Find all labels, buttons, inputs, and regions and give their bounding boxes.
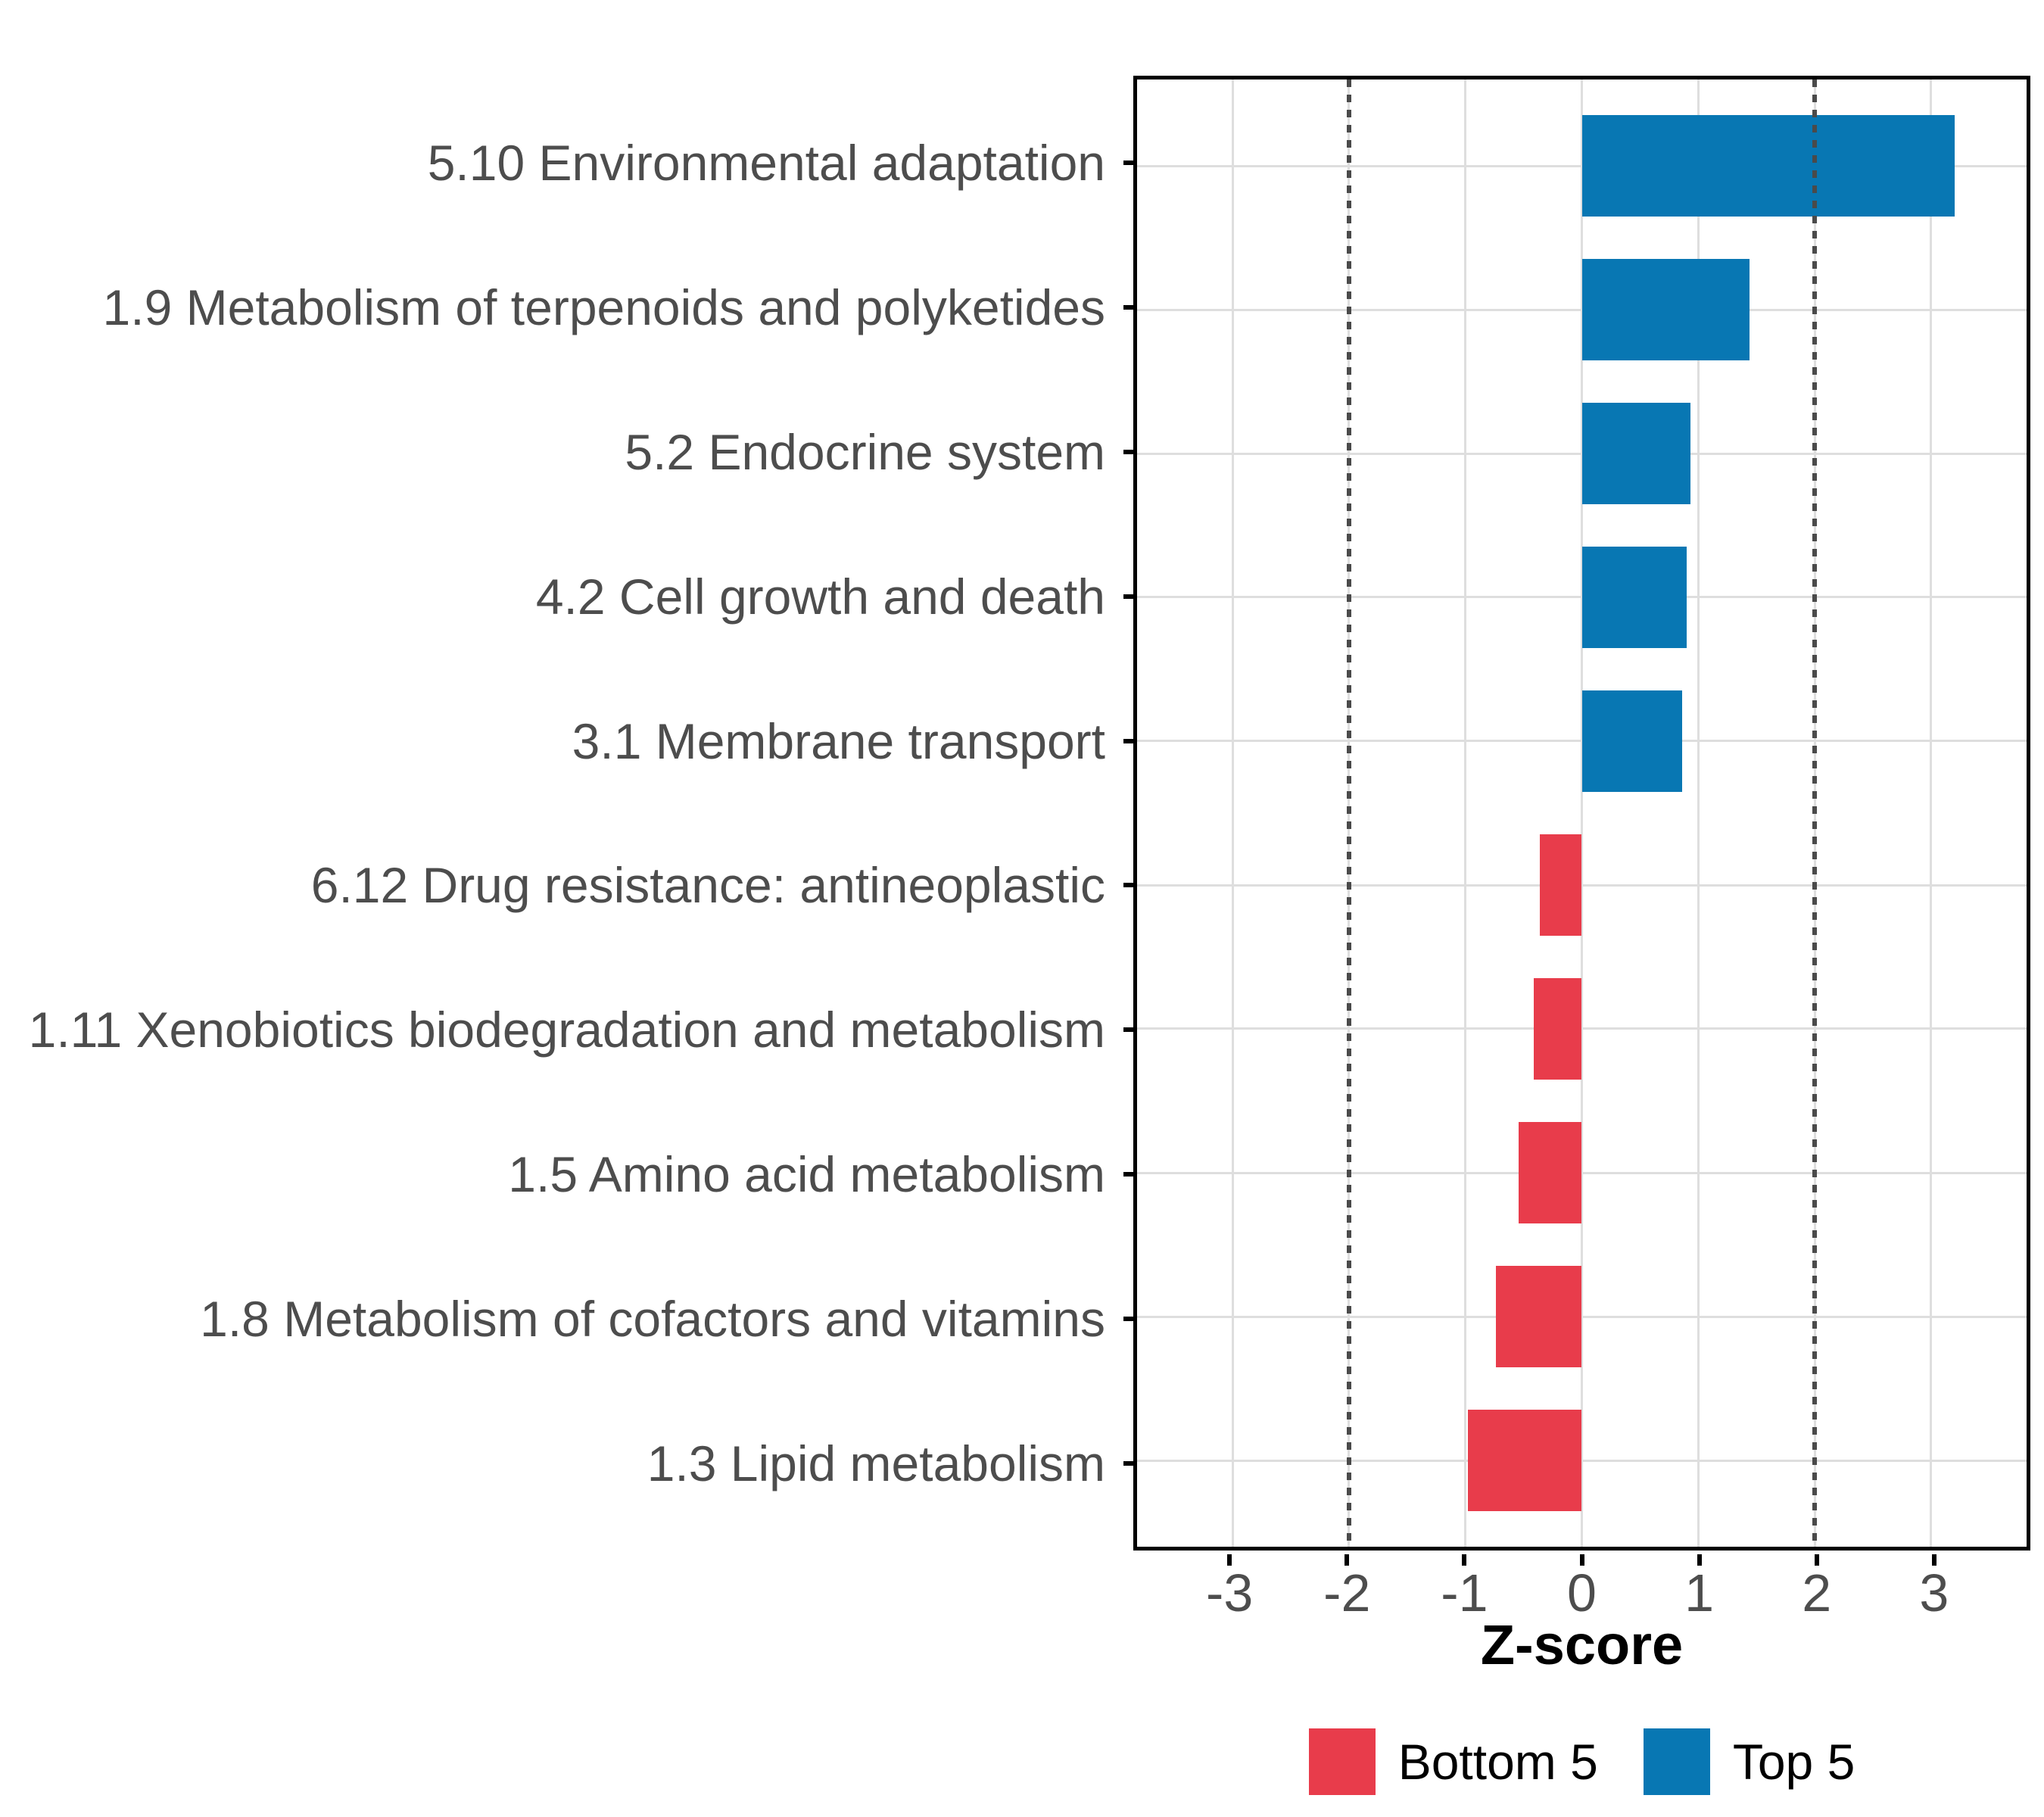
gridline-y-row-8 [1137,1171,2027,1174]
y-tick-row-1 [1123,160,1133,165]
gridline-y-row-10 [1137,1459,2027,1462]
x-tick-label--2: -2 [1323,1563,1371,1622]
x-tick-label-3: 3 [1919,1563,1949,1622]
legend-key-swatch [1308,1728,1376,1795]
y-axis-labels: 5.10 Environmental adaptation 1.9 Metabol… [28,134,1133,1492]
gridline-y-row-6 [1137,884,2027,887]
bar-10 [1467,1410,1582,1511]
y-tick-row-2 [1123,304,1133,310]
x-axis-title: Z-score [1480,1613,1684,1676]
bar-7 [1534,977,1582,1080]
gridline-x--1 [1464,79,1467,1547]
x-tick-label-0: 0 [1567,1563,1597,1622]
legend-item-top-5: Top 5 [1643,1728,1855,1795]
reference-line-2 [1812,79,1818,1547]
x-tick--3 [1227,1554,1232,1566]
bar-3 [1581,403,1690,504]
x-tick-3 [1931,1554,1937,1566]
legend-item-bottom-5: Bottom 5 [1308,1728,1598,1795]
y-label-row-9: 1.8 Metabolism of cofactors and vitamins [200,1291,1105,1348]
reference-line--2 [1346,79,1351,1547]
y-label-row-10: 1.3 Lipid metabolism [647,1435,1105,1492]
gridline-x--3 [1231,79,1234,1547]
bar-2 [1581,259,1750,360]
bar-6 [1540,834,1582,936]
y-label-row-5: 3.1 Membrane transport [572,712,1105,769]
y-tick-row-10 [1123,1461,1133,1466]
y-label-row-6: 6.12 Drug resistance: antineoplastic [310,857,1105,914]
x-tick-2 [1814,1554,1819,1566]
legend-label: Top 5 [1732,1734,1855,1790]
x-tick--2 [1344,1554,1350,1566]
gridline-x-1 [1697,79,1700,1547]
legend: Bottom 5 Top 5 [1133,1728,2030,1795]
bar-9 [1495,1266,1582,1367]
bar-8 [1519,1122,1582,1223]
x-tick-0 [1579,1554,1584,1566]
y-tick-row-7 [1123,1027,1133,1033]
x-tick-label-1: 1 [1684,1563,1715,1622]
bar-1 [1581,115,1955,217]
bar-4 [1581,546,1687,648]
y-label-row-3: 5.2 Endocrine system [625,423,1105,480]
y-tick-row-3 [1123,449,1133,454]
y-label-row-1: 5.10 Environmental adaptation [427,134,1105,191]
x-tick--1 [1462,1554,1467,1566]
gridline-y-row-9 [1137,1315,2027,1318]
x-tick-label--1: -1 [1441,1563,1488,1622]
legend-key-swatch [1643,1728,1710,1795]
x-tick-label-2: 2 [1802,1563,1832,1622]
y-tick-row-9 [1123,1317,1133,1322]
y-tick-row-6 [1123,883,1133,888]
bar-5 [1581,690,1682,792]
y-tick-row-4 [1123,594,1133,599]
plot-panel [1133,76,2030,1551]
y-label-row-7: 1.11 Xenobiotics biodegradation and meta… [28,1002,1105,1058]
gridline-x-0 [1581,79,1583,1547]
gridline-x-3 [1930,79,1933,1547]
y-tick-row-8 [1123,1172,1133,1177]
y-label-row-4: 4.2 Cell growth and death [535,568,1105,625]
y-tick-row-5 [1123,738,1133,743]
x-tick-1 [1697,1554,1702,1566]
gridline-y-row-7 [1137,1027,2027,1030]
y-label-row-8: 1.5 Amino acid metabolism [508,1146,1105,1203]
legend-label: Bottom 5 [1397,1734,1598,1790]
x-tick-label--3: -3 [1206,1563,1254,1622]
y-label-row-2: 1.9 Metabolism of terpenoids and polyket… [102,279,1105,335]
